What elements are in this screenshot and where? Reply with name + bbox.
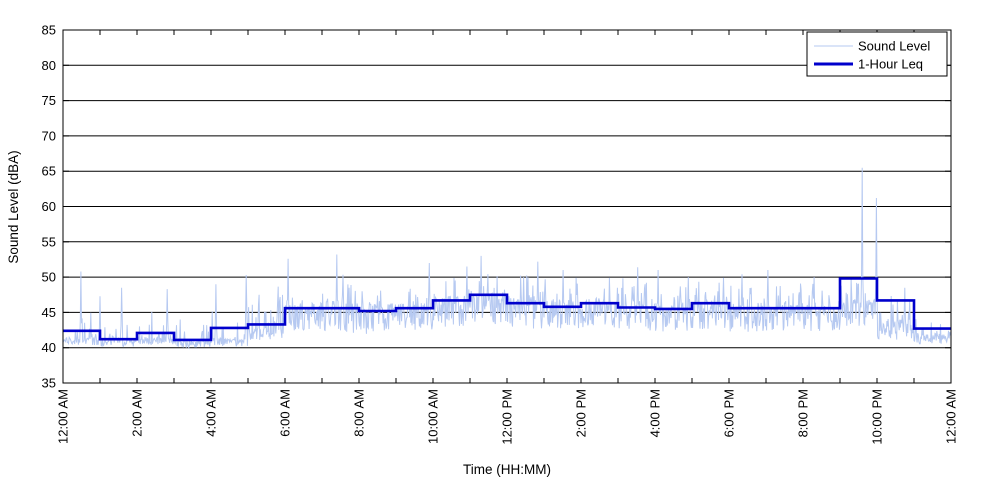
leq-step-line — [63, 277, 951, 342]
y-tick-label-45: 45 — [42, 305, 56, 320]
x-tick-labels: 12:00 AM 2:00 AM 4:00 AM 6:00 AM 8:00 AM 10:0… — [56, 389, 959, 445]
y-tick-labels: 35 40 45 50 55 60 65 70 75 80 85 — [42, 23, 56, 391]
x-tick-label: 6:00 AM — [278, 389, 293, 437]
x-tick-label: 8:00 PM — [796, 389, 811, 437]
y-tick-label-80: 80 — [42, 58, 56, 73]
x-tick-label: 10:00 AM — [426, 389, 441, 444]
x-tick-label: 12:00 AM — [944, 389, 959, 444]
y-axis-label: Sound Level (dBA) — [6, 150, 21, 263]
x-tick-label: 4:00 AM — [204, 389, 219, 437]
x-tick-label: 12:00 AM — [56, 389, 71, 444]
x-tick-label: 2:00 PM — [574, 389, 589, 437]
x-axis-label: Time (HH:MM) — [463, 462, 551, 477]
legend-label-leq: 1-Hour Leq — [858, 57, 923, 72]
y-tick-label-55: 55 — [42, 234, 56, 249]
x-tick-label: 6:00 PM — [722, 389, 737, 437]
x-tick-label: 12:00 PM — [500, 389, 515, 445]
legend: Sound Level 1-Hour Leq — [806, 31, 948, 77]
x-tick-label: 8:00 AM — [352, 389, 367, 437]
y-tick-label-40: 40 — [42, 340, 56, 355]
sound-level-trace — [62, 167, 951, 350]
legend-box — [806, 31, 948, 77]
y-tick-label-70: 70 — [42, 128, 56, 143]
x-tick-label: 2:00 AM — [130, 389, 145, 437]
gridlines — [63, 64, 951, 349]
y-tick-label-85: 85 — [42, 23, 56, 38]
legend-label-sound-level: Sound Level — [858, 39, 930, 54]
axis-ticks — [62, 29, 952, 384]
series-lines — [62, 167, 951, 350]
y-tick-label-50: 50 — [42, 270, 56, 285]
y-tick-label-65: 65 — [42, 164, 56, 179]
y-tick-label-75: 75 — [42, 93, 56, 108]
y-tick-label-60: 60 — [42, 199, 56, 214]
x-tick-label: 4:00 PM — [648, 389, 663, 437]
y-tick-label-35: 35 — [42, 376, 56, 391]
x-tick-label: 10:00 PM — [870, 389, 885, 445]
